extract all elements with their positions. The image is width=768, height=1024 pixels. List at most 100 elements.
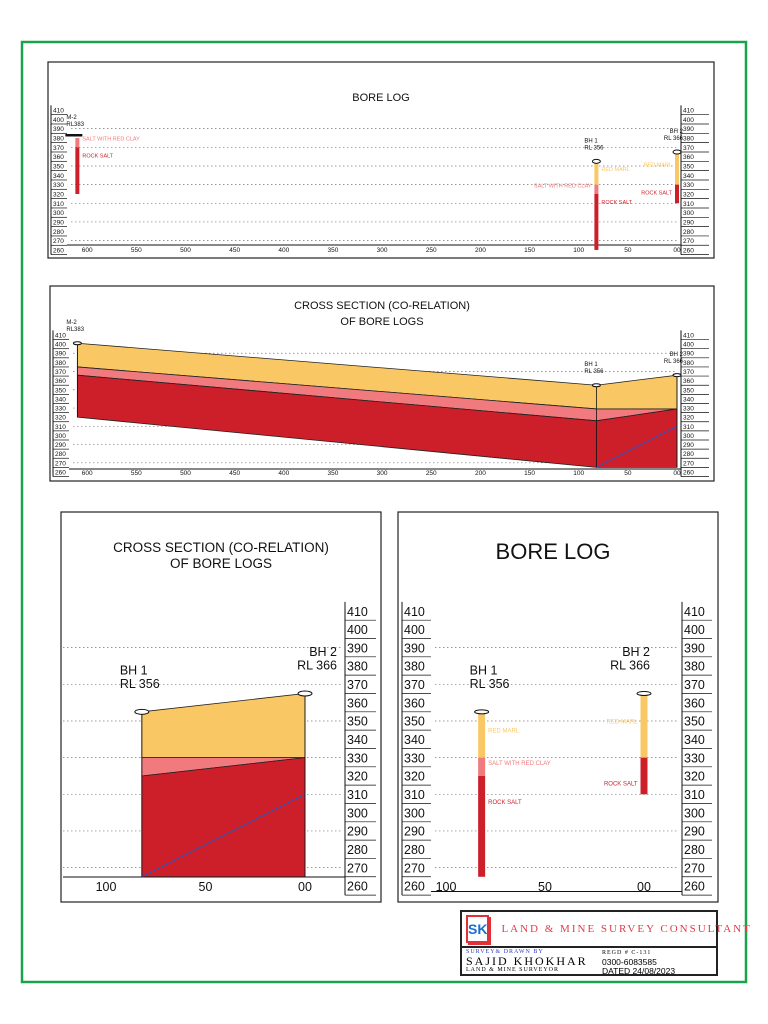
panel-title: CROSS SECTION (CO-RELATION) xyxy=(113,540,329,555)
right-elevation-label: 290 xyxy=(683,219,694,226)
chainage-label: 550 xyxy=(131,247,142,254)
right-elevation-label: 340 xyxy=(347,733,368,747)
left-elevation-label: 340 xyxy=(404,733,425,747)
left-elevation-label: 370 xyxy=(55,369,66,376)
chainage-label: 500 xyxy=(180,247,191,254)
chainage-label: 00 xyxy=(673,247,681,254)
chainage-label: 450 xyxy=(229,247,240,254)
borehole-rl: RL 366 xyxy=(664,359,684,365)
chainage-label: 200 xyxy=(475,247,486,254)
right-elevation-label: 280 xyxy=(683,451,694,458)
blue-line xyxy=(141,793,306,878)
borehole-cap xyxy=(591,383,601,388)
right-elevation-label: 270 xyxy=(347,861,368,875)
left-elevation-label: 310 xyxy=(404,788,425,802)
chainage-label: 500 xyxy=(180,470,191,477)
left-elevation-label: 270 xyxy=(55,460,66,467)
borehole-name: BH 2 xyxy=(670,352,684,358)
chainage-label: 250 xyxy=(426,247,437,254)
p1-frame xyxy=(47,61,715,259)
right-elevation-label: 330 xyxy=(683,406,694,413)
salt-with-red-clay-layer xyxy=(75,137,80,148)
chainage-label: 00 xyxy=(637,880,651,894)
left-elevation-label: 410 xyxy=(55,332,66,339)
right-elevation-label: 310 xyxy=(683,424,694,431)
right-elevation-label: 310 xyxy=(347,788,368,802)
layer-label: ROCK SALT xyxy=(601,200,632,206)
borehole-name: M-2 xyxy=(66,115,77,121)
borehole-rl: RL 366 xyxy=(297,658,337,672)
left-elevation-label: 270 xyxy=(404,861,425,875)
left-elevation-label: 350 xyxy=(404,715,425,729)
right-elevation-label: 360 xyxy=(683,378,694,385)
left-elevation-label: 380 xyxy=(55,360,66,367)
right-elevation-label: 360 xyxy=(347,696,368,710)
rock-salt-layer xyxy=(141,757,306,878)
borehole-name: BH 1 xyxy=(120,663,148,677)
borehole-rl: RL383 xyxy=(66,122,84,128)
right-elevation-label: 340 xyxy=(684,733,705,747)
borehole-name: BH 2 xyxy=(670,129,684,135)
left-elevation-label: 350 xyxy=(53,163,64,170)
right-elevation-label: 410 xyxy=(347,605,368,619)
right-elevation-label: 370 xyxy=(683,369,694,376)
left-elevation-label: 270 xyxy=(53,238,64,245)
chainage-label: 450 xyxy=(229,470,240,477)
right-elevation-label: 320 xyxy=(683,415,694,422)
left-elevation-label: 310 xyxy=(53,201,64,208)
left-elevation-label: 260 xyxy=(404,880,425,894)
left-elevation-label: 390 xyxy=(55,351,66,358)
left-elevation-label: 370 xyxy=(404,678,425,692)
left-elevation-label: 410 xyxy=(53,107,64,114)
date: DATED 24/08/2023 xyxy=(602,966,676,976)
right-elevation-label: 330 xyxy=(684,751,705,765)
salt-with-red-clay-layer xyxy=(594,184,599,194)
right-elevation-label: 290 xyxy=(684,825,705,839)
chainage-label: 150 xyxy=(524,247,535,254)
salt-with-red-clay-layer xyxy=(478,757,486,776)
chainage-label: 250 xyxy=(426,470,437,477)
right-elevation-label: 320 xyxy=(347,770,368,784)
borehole-name: BH 1 xyxy=(470,663,498,677)
left-elevation-label: 360 xyxy=(404,696,425,710)
right-elevation-label: 400 xyxy=(683,117,694,124)
borehole-name: M-2 xyxy=(66,320,77,326)
chainage-label: 550 xyxy=(131,470,142,477)
left-elevation-label: 280 xyxy=(53,229,64,236)
borehole-cap xyxy=(134,708,150,715)
layer-label: SALT WITH RED CLAY xyxy=(488,761,551,767)
right-elevation-label: 300 xyxy=(684,806,705,820)
panel-title: OF BORE LOGS xyxy=(340,316,423,328)
left-elevation-label: 260 xyxy=(55,469,66,476)
left-elevation-label: 280 xyxy=(55,451,66,458)
layer-label: ROCK SALT xyxy=(82,153,113,159)
surveyed-by-label: SURVEY& DRAWN BY xyxy=(466,949,544,955)
chainage-label: 00 xyxy=(298,880,312,894)
right-elevation-label: 260 xyxy=(684,880,705,894)
left-elevation-label: 400 xyxy=(53,117,64,124)
right-elevation-label: 280 xyxy=(347,843,368,857)
red-marl-layer xyxy=(594,161,599,185)
left-elevation-label: 390 xyxy=(404,641,425,655)
left-elevation-label: 330 xyxy=(55,406,66,413)
left-elevation-label: 300 xyxy=(55,433,66,440)
right-elevation-label: 410 xyxy=(683,107,694,114)
left-elevation-label: 310 xyxy=(55,424,66,431)
left-elevation-label: 370 xyxy=(53,145,64,152)
chainage-label: 400 xyxy=(278,470,289,477)
p4-frame xyxy=(397,511,719,903)
rock-salt-layer xyxy=(478,775,486,877)
right-elevation-label: 370 xyxy=(684,678,705,692)
borehole-cap xyxy=(72,341,82,346)
chainage-label: 100 xyxy=(436,880,457,894)
chainage-label: 600 xyxy=(82,247,93,254)
borehole-rl: RL 356 xyxy=(470,677,510,691)
right-elevation-label: 330 xyxy=(347,751,368,765)
layer-label: RED MARL xyxy=(644,162,672,168)
left-elevation-label: 340 xyxy=(55,396,66,403)
panel-title: BORE LOG xyxy=(352,92,409,104)
panel-title: OF BORE LOGS xyxy=(170,556,272,571)
red-marl-layer xyxy=(675,151,679,185)
right-elevation-label: 320 xyxy=(684,770,705,784)
